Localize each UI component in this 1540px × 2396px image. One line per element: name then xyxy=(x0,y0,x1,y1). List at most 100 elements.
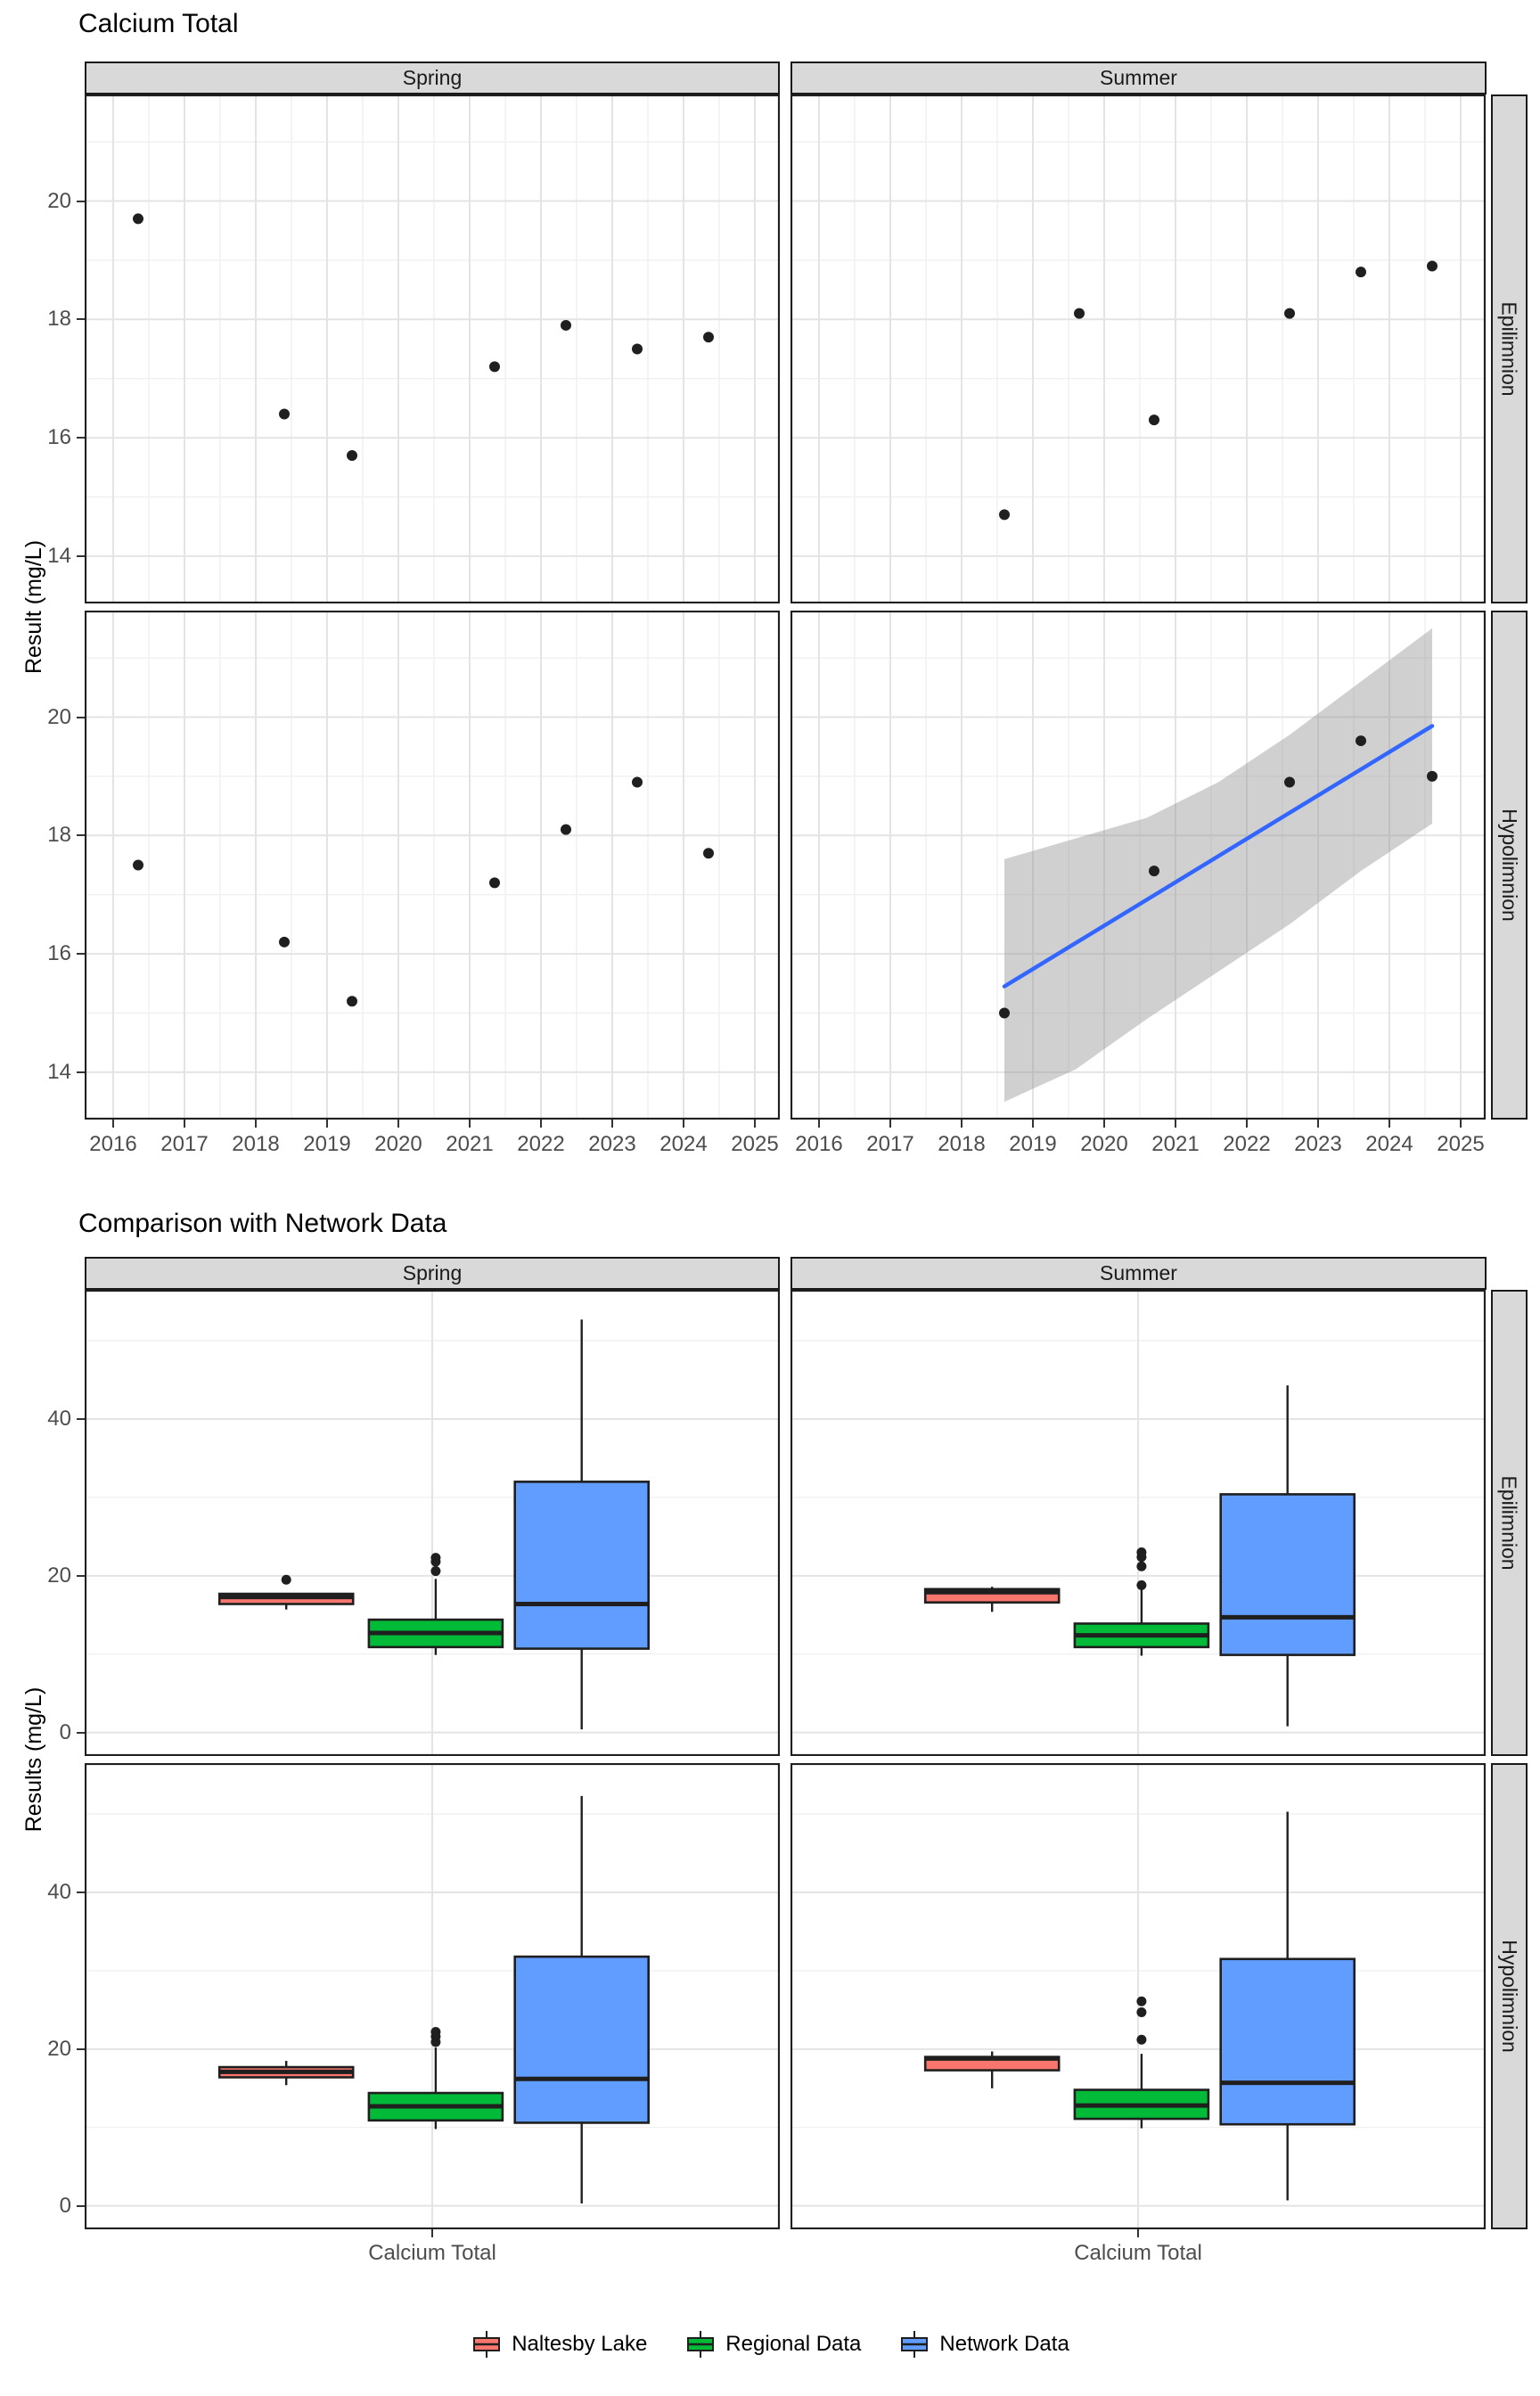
x-tick-mark xyxy=(469,1120,471,1128)
x-tick-label-2024: 2024 xyxy=(659,1132,708,1156)
x-tick-label-2023: 2023 xyxy=(588,1132,636,1156)
y-tick-mark xyxy=(77,437,85,439)
box-regional-data xyxy=(367,2026,504,2129)
x-tick-label-2022: 2022 xyxy=(1223,1132,1271,1156)
scatter-point xyxy=(1356,267,1366,278)
box-naltesby-lake xyxy=(923,2051,1061,2088)
y-tick-label-16: 16 xyxy=(47,941,71,966)
x-tick-mark xyxy=(1388,1120,1390,1128)
box-iqr xyxy=(513,1955,651,2124)
scatter-point xyxy=(1149,866,1159,877)
scatter-point xyxy=(133,213,143,225)
x-tick-label-2020: 2020 xyxy=(1080,1132,1128,1156)
scatter-panel-spring-hypolimnion-svg xyxy=(84,610,781,1120)
box-iqr xyxy=(1219,1493,1356,1656)
scatter-point xyxy=(999,509,1010,521)
box-panel-spring-epilimnion xyxy=(84,1289,781,1757)
major-gridlines xyxy=(85,1763,780,2229)
box-panel-summer-hypolimnion xyxy=(790,1762,1487,2230)
x-tick-label-2021: 2021 xyxy=(1151,1132,1200,1156)
scatter-panel-spring-epilimnion xyxy=(84,94,781,604)
y-tick-label-14: 14 xyxy=(47,543,71,568)
boxplot-key-icon xyxy=(901,2331,929,2358)
outlier-point xyxy=(1136,2034,1147,2045)
y-tick-mark xyxy=(77,834,85,837)
minor-gridlines xyxy=(790,611,1486,1120)
x-tick-label-2020: 2020 xyxy=(374,1132,422,1156)
facet-strip-label: Hypolimnion xyxy=(1498,808,1521,922)
box-network-data xyxy=(1219,1385,1356,1727)
scatter-point xyxy=(279,936,290,948)
y-tick-label-18: 18 xyxy=(47,307,71,332)
legend-item-network-data: Network Data xyxy=(898,2328,1069,2360)
y-tick-mark xyxy=(77,1418,85,1421)
x-tick-label-2021: 2021 xyxy=(446,1132,494,1156)
legend: Naltesby Lake Regional Data Network Data xyxy=(0,2328,1540,2360)
box-network-data xyxy=(1219,1811,1356,2201)
x-tick-label-2018: 2018 xyxy=(232,1132,280,1156)
box-iqr xyxy=(1219,1957,1356,2126)
major-gridlines xyxy=(790,1290,1486,1756)
y-tick-mark xyxy=(77,2047,85,2050)
x-tick-mark xyxy=(683,1120,684,1128)
x-tick-label-2016: 2016 xyxy=(795,1132,843,1156)
major-gridlines xyxy=(790,94,1486,603)
x-tick-mark xyxy=(1137,2229,1139,2237)
facet-strip-label: Spring xyxy=(402,1261,463,1284)
box-naltesby-lake xyxy=(217,1574,355,1610)
scatter-point xyxy=(561,319,571,331)
major-gridlines xyxy=(85,94,780,603)
x-tick-mark xyxy=(1317,1120,1319,1128)
facet-strip-spring: Spring xyxy=(85,1257,780,1290)
x-tick-label-2017: 2017 xyxy=(160,1132,209,1156)
facet-strip-epilimnion: Epilimnion xyxy=(1491,1290,1528,1756)
box-panel-spring-hypolimnion xyxy=(84,1762,781,2230)
x-tick-mark xyxy=(540,1120,542,1128)
x-tick-label-2024: 2024 xyxy=(1365,1132,1413,1156)
major-gridlines xyxy=(85,1290,780,1756)
scatter-point xyxy=(1427,260,1438,272)
legend-item-naltesby-lake: Naltesby Lake xyxy=(471,2328,647,2360)
x-tick-label-2019: 2019 xyxy=(303,1132,351,1156)
minor-gridlines xyxy=(790,94,1486,603)
figure2-title: Comparison with Network Data xyxy=(78,1209,447,1238)
x-tick-label-2022: 2022 xyxy=(517,1132,565,1156)
box-panel-spring-epilimnion-svg xyxy=(84,1289,781,1757)
y-tick-mark xyxy=(77,716,85,718)
scatter-panel-summer-hypolimnion xyxy=(790,610,1487,1120)
outlier-point xyxy=(281,1574,291,1585)
x-tick-mark xyxy=(255,1120,257,1128)
minor-gridlines xyxy=(85,94,780,603)
y-tick-label-20: 20 xyxy=(47,1563,71,1588)
panel-border xyxy=(84,94,781,604)
scatter-point xyxy=(1284,776,1295,788)
major-gridlines xyxy=(790,611,1486,1120)
y-tick-mark xyxy=(77,1891,85,1894)
scatter-panel-spring-hypolimnion xyxy=(84,610,781,1120)
x-category-label: Calcium Total xyxy=(368,2241,496,2265)
panel-border xyxy=(790,1762,1487,2230)
scatter-point xyxy=(133,859,143,871)
scatter-panel-summer-hypolimnion-svg xyxy=(790,610,1487,1120)
data-points xyxy=(133,776,714,1007)
panel-border xyxy=(84,610,781,1120)
boxplot-key-icon xyxy=(687,2331,715,2358)
x-tick-mark xyxy=(1032,1120,1034,1128)
scatter-point xyxy=(632,776,643,788)
scatter-panel-summer-epilimnion-svg xyxy=(790,94,1487,604)
facet-strip-label: Spring xyxy=(402,66,463,89)
facet-strip-label: Hypolimnion xyxy=(1498,1940,1521,2053)
data-points xyxy=(999,260,1438,521)
data-points xyxy=(133,213,714,462)
facet-strip-label: Epilimnion xyxy=(1498,1475,1522,1571)
facet-strip-hypolimnion: Hypolimnion xyxy=(1491,1763,1528,2229)
box-iqr xyxy=(513,1481,651,1650)
scatter-point xyxy=(1427,770,1438,782)
scatter-point xyxy=(561,824,571,835)
x-tick-label-2016: 2016 xyxy=(89,1132,137,1156)
y-tick-label-0: 0 xyxy=(59,2193,71,2218)
y-tick-mark xyxy=(77,554,85,557)
x-tick-label-2017: 2017 xyxy=(866,1132,914,1156)
scatter-point xyxy=(489,877,500,889)
scatter-point xyxy=(632,343,643,355)
